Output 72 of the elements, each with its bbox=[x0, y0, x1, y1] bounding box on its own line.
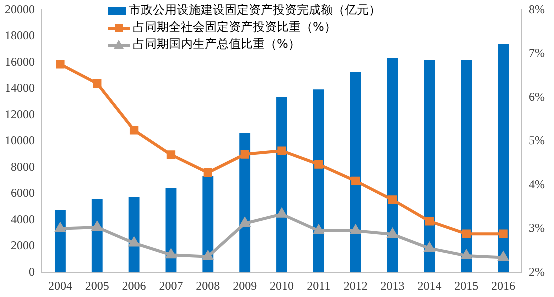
point bbox=[352, 176, 360, 186]
x-tick-label: 2005 bbox=[85, 278, 110, 293]
x-tick-label: 2010 bbox=[270, 278, 294, 293]
point bbox=[277, 208, 287, 218]
point bbox=[462, 250, 472, 260]
legend-label: 市政公用设施建设固定资产投资完成额（亿元） bbox=[129, 2, 381, 19]
y-tick-label: 6000 bbox=[11, 186, 35, 200]
point bbox=[93, 79, 102, 88]
point bbox=[278, 146, 286, 156]
point bbox=[129, 238, 140, 247]
y2-tick-label: 8% bbox=[529, 2, 546, 16]
bar bbox=[424, 60, 436, 273]
x-tick-label: 2013 bbox=[380, 278, 405, 293]
bar bbox=[461, 60, 472, 273]
point bbox=[130, 126, 139, 135]
legend-label: 占同期国内生产总值比重（%） bbox=[133, 36, 300, 53]
x-tick-label: 2016 bbox=[492, 278, 516, 293]
point bbox=[314, 160, 324, 169]
bar bbox=[350, 72, 362, 273]
y-tick-label: 12000 bbox=[5, 107, 35, 122]
x-tick-label: 2014 bbox=[418, 278, 442, 293]
point bbox=[56, 223, 66, 232]
point bbox=[498, 252, 509, 262]
x-tick-label: 2004 bbox=[48, 278, 72, 293]
x-tick-label: 2008 bbox=[196, 278, 220, 293]
y2-tick-label: 2% bbox=[529, 264, 546, 279]
point bbox=[388, 196, 398, 204]
bar bbox=[240, 133, 251, 273]
y2-tick-label: 5% bbox=[529, 134, 546, 148]
point bbox=[203, 251, 214, 260]
y2-tick-label: 4% bbox=[529, 177, 546, 192]
y-tick-label: 18000 bbox=[5, 28, 35, 43]
x-tick-label: 2012 bbox=[344, 278, 368, 293]
y-tick-label: 16000 bbox=[5, 54, 35, 69]
point bbox=[166, 250, 176, 259]
bar bbox=[276, 97, 288, 273]
point bbox=[204, 168, 212, 178]
bar bbox=[387, 58, 398, 273]
y-tick-label: 10000 bbox=[5, 134, 35, 148]
point bbox=[314, 226, 324, 235]
point bbox=[240, 150, 250, 159]
legend-label: 占同期全社会固定资产投资比重（%） bbox=[133, 19, 336, 36]
y2-tick-label: 6% bbox=[529, 90, 546, 104]
point bbox=[424, 243, 435, 252]
y-tick-label: 14000 bbox=[5, 81, 35, 96]
x-tick-label: 2011 bbox=[307, 278, 331, 293]
y2-tick-label: 3% bbox=[529, 221, 546, 236]
point bbox=[388, 229, 398, 238]
point bbox=[425, 217, 434, 226]
x-tick-label: 2006 bbox=[122, 278, 146, 293]
y-tick-label: 0 bbox=[29, 264, 35, 279]
bar bbox=[92, 199, 103, 273]
point bbox=[92, 222, 102, 232]
bar bbox=[128, 197, 140, 273]
y-tick-label: 2000 bbox=[11, 238, 35, 253]
y-tick-label: 20000 bbox=[5, 2, 35, 16]
point bbox=[350, 226, 361, 235]
x-tick-label: 2007 bbox=[159, 278, 184, 293]
bar bbox=[498, 44, 510, 273]
bar bbox=[313, 90, 324, 273]
point bbox=[462, 230, 471, 238]
x-tick-label: 2009 bbox=[233, 278, 258, 293]
point bbox=[166, 150, 176, 160]
bar bbox=[202, 176, 214, 273]
point bbox=[499, 230, 508, 238]
point bbox=[240, 218, 250, 228]
y-tick-label: 8000 bbox=[11, 160, 35, 174]
point bbox=[56, 60, 65, 69]
y-tick-label: 4000 bbox=[11, 212, 35, 226]
bar bbox=[54, 210, 66, 273]
y2-tick-label: 7% bbox=[529, 46, 546, 60]
x-tick-label: 2015 bbox=[454, 278, 479, 293]
